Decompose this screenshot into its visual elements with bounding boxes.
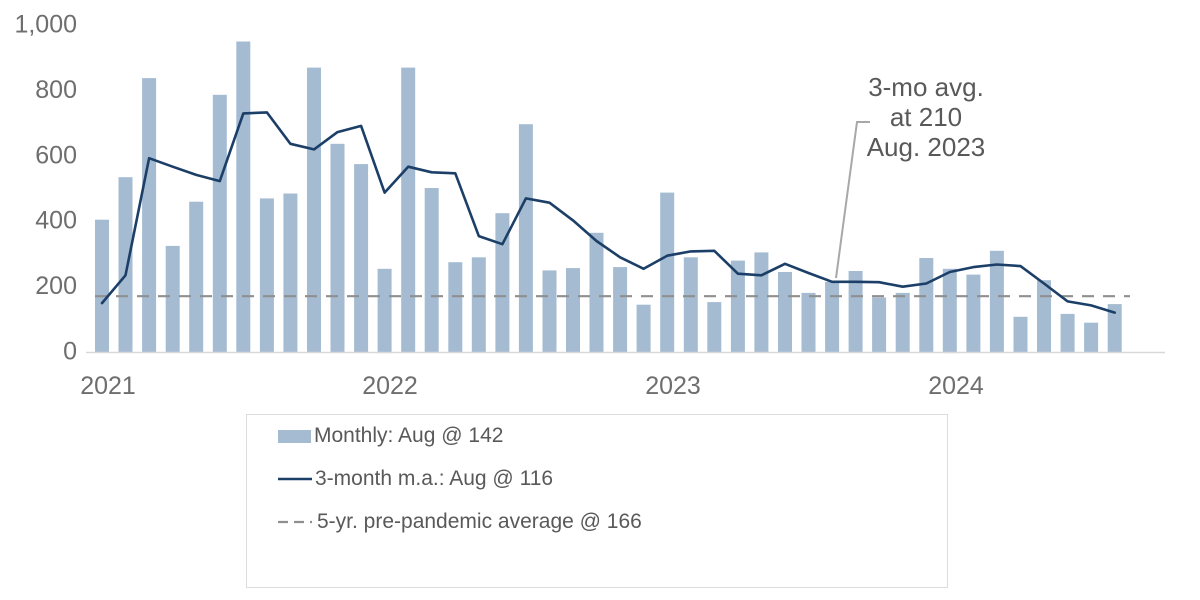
bar-May 2021: [189, 201, 204, 353]
bar-Mar 2024: [989, 250, 1004, 353]
x-axis-tick-label: 2021: [80, 372, 136, 400]
ma-line: [100, 111, 1116, 314]
legend-swatch-line: [278, 477, 312, 481]
legend-box: Monthly: Aug @ 142 3-month m.a.: Aug @ 1…: [246, 414, 948, 588]
annotation-text-line: Aug. 2023: [867, 132, 986, 162]
annotation-text-line: 3-mo avg.: [868, 72, 984, 102]
y-axis-tick-label: 200: [35, 272, 77, 300]
bar-Jan 2021: [95, 219, 109, 353]
bar-Sep 2022: [566, 268, 580, 353]
bar-Apr 2021: [165, 245, 180, 353]
legend-label-prepandemic-average: 5-yr. pre-pandemic average @ 166: [317, 510, 642, 533]
bar-May 2023: [754, 252, 769, 353]
bar-Nov 2023: [895, 292, 910, 353]
bar-May 2024: [1037, 280, 1051, 353]
y-axis-tick-label: 0: [63, 338, 77, 366]
bar-series: [95, 41, 1122, 354]
bar-Jan 2024: [942, 268, 957, 354]
bar-Jan 2022: [377, 268, 392, 354]
bar-Jul 2021: [236, 41, 251, 353]
legend-label-monthly: Monthly: Aug @ 142: [314, 424, 504, 447]
bar-Jul 2022: [518, 124, 533, 353]
bar-Oct 2021: [307, 67, 321, 353]
legend-label-moving-average: 3-month m.a.: Aug @ 116: [315, 467, 554, 490]
legend-item-moving-average: 3-month m.a.: Aug @ 116: [278, 466, 947, 492]
bar-Aug 2021: [259, 198, 274, 353]
bar-Jun 2023: [778, 272, 792, 353]
y-axis-tick-label: 600: [35, 141, 77, 169]
x-axis-tick-label: 2024: [928, 372, 984, 400]
bar-Aug 2023: [825, 281, 840, 353]
y-axis-tick-label: 400: [35, 207, 77, 235]
bar-Jul 2024: [1084, 322, 1099, 353]
bar-Dec 2023: [919, 258, 934, 353]
bar-Jan 2023: [660, 192, 675, 353]
bar-Nov 2021: [330, 143, 345, 353]
bar-May 2022: [471, 257, 486, 353]
bar-Oct 2022: [589, 232, 604, 353]
bar-Feb 2024: [966, 274, 981, 353]
annotation-text-line: at 210: [890, 102, 962, 132]
legend-swatch-bar: [278, 429, 311, 443]
bar-Mar 2021: [142, 78, 157, 353]
x-axis-tick-label: 2022: [362, 372, 418, 400]
bar-Nov 2022: [613, 267, 628, 353]
bar-Dec 2021: [354, 164, 369, 353]
bar-Oct 2023: [872, 297, 887, 353]
bar-Dec 2022: [636, 304, 651, 353]
bar-Apr 2022: [448, 262, 463, 353]
legend-item-prepandemic-average: 5-yr. pre-pandemic average @ 166: [278, 509, 947, 535]
callout-line: [835, 121, 870, 279]
bar-Jun 2022: [495, 213, 510, 353]
bar-Apr 2023: [730, 260, 745, 353]
y-axis: 0 200 400 600 800 1,000: [14, 11, 77, 366]
bar-Feb 2023: [683, 257, 698, 353]
y-axis-tick-label: 800: [35, 76, 77, 104]
bar-Mar 2023: [707, 302, 722, 353]
bar-Sep 2023: [848, 271, 863, 353]
bar-Jul 2023: [801, 292, 816, 353]
bar-Aug 2024: [1107, 304, 1122, 353]
legend-item-monthly: Monthly: Aug @ 142: [278, 423, 947, 449]
bar-Apr 2024: [1013, 316, 1028, 353]
bar-Sep 2021: [283, 193, 298, 353]
legend-swatch-dashed: [278, 520, 314, 524]
bar-Feb 2022: [401, 67, 416, 353]
bar-Jun 2024: [1060, 313, 1075, 353]
bar-Mar 2022: [424, 188, 439, 353]
x-axis: 2021 2022 2023 2024: [80, 372, 984, 400]
y-axis-tick-label: 1,000: [14, 11, 77, 39]
x-axis-tick-label: 2023: [645, 372, 701, 400]
annotation: 3-mo avg. at 210 Aug. 2023: [867, 72, 986, 162]
bar-Aug 2022: [542, 270, 557, 353]
bar-Jun 2021: [212, 94, 227, 354]
bar-Feb 2021: [118, 177, 133, 353]
